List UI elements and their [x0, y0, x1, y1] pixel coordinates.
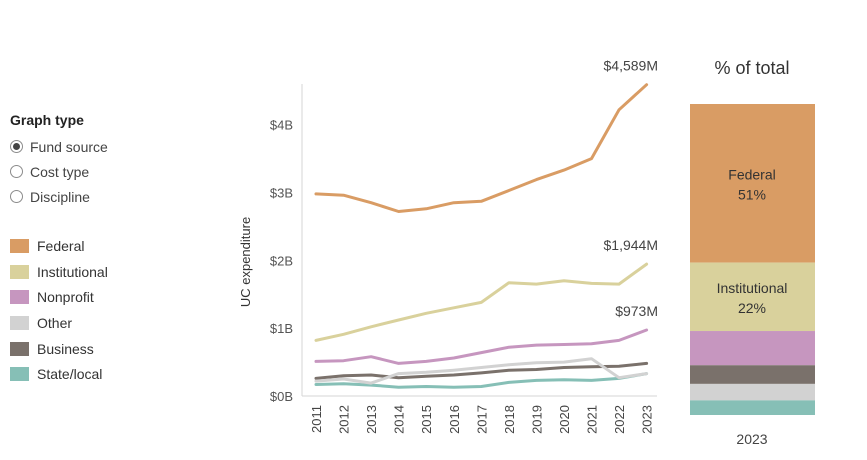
title-fragment: ': [375, 36, 378, 40]
bar-segment-institutional: [690, 262, 815, 332]
x-tick-label: 2022: [612, 405, 627, 434]
graph-type-title: Graph type: [10, 112, 84, 128]
x-tick-label: 2017: [474, 405, 489, 434]
radio-fund-source[interactable]: Fund source: [10, 134, 180, 159]
series-line-institutional: [314, 262, 649, 342]
legend-label: Institutional: [37, 263, 108, 280]
x-tick-label: 2023: [640, 405, 655, 434]
legend-item-other: Other: [10, 310, 180, 336]
legend: Federal Institutional Nonprofit Other Bu…: [10, 233, 180, 387]
legend-label: State/local: [37, 366, 103, 383]
legend-swatch: [10, 341, 29, 356]
legend-item-state-local: State/local: [10, 361, 180, 387]
radio-empty-icon[interactable]: [10, 165, 23, 178]
title-fragment: ': [240, 36, 243, 40]
legend-item-federal: Federal: [10, 233, 180, 259]
radio-cost-type[interactable]: Cost type: [10, 159, 180, 184]
end-value-label: $973M: [615, 303, 658, 319]
bar-segment-state-local: [690, 400, 815, 415]
bar-segment-business: [690, 365, 815, 384]
bar-chart-title: % of total: [714, 58, 789, 78]
radio-selected-icon[interactable]: [10, 140, 23, 153]
x-tick-label: 2015: [419, 405, 434, 434]
y-tick-label: $2B: [270, 253, 293, 268]
segment-percent-label: 51%: [738, 186, 766, 202]
legend-label: Other: [37, 314, 73, 331]
x-tick-label: 2014: [392, 405, 407, 434]
x-tick-label: 2019: [529, 405, 544, 434]
graph-controls: Graph type Fund source Cost type Discipl…: [10, 112, 180, 387]
legend-item-institutional: Institutional: [10, 259, 180, 285]
series-line-federal: [314, 83, 649, 213]
segment-label: Institutional: [717, 280, 788, 296]
x-tick-label: 2013: [364, 405, 379, 434]
radio-empty-icon[interactable]: [10, 190, 23, 203]
end-value-label: $1,944M: [604, 237, 658, 253]
y-tick-label: $1B: [270, 321, 293, 336]
bar-segment-federal: [690, 104, 815, 263]
legend-label: Federal: [37, 237, 85, 254]
bar-segment-other: [690, 383, 815, 401]
radio-label: Cost type: [30, 163, 90, 180]
x-tick-label: 2011: [309, 405, 324, 433]
legend-item-nonprofit: Nonprofit: [10, 284, 180, 310]
legend-label: Nonprofit: [37, 289, 94, 306]
legend-swatch: [10, 290, 29, 305]
radio-label: Fund source: [30, 138, 108, 155]
x-tick-label: 2018: [502, 405, 517, 434]
legend-label: Business: [37, 340, 94, 357]
bar-category-label: 2023: [736, 431, 767, 447]
segment-label: Federal: [728, 166, 775, 182]
y-axis-title: UC expenditure: [238, 217, 253, 307]
x-tick-label: 2020: [557, 405, 572, 434]
series-line-business: [314, 361, 649, 380]
y-tick-label: $4B: [270, 118, 293, 133]
radio-label: Discipline: [30, 188, 90, 205]
end-value-label: $4,589M: [604, 58, 658, 74]
series-line-nonprofit: [314, 328, 649, 365]
x-tick-label: 2016: [447, 405, 462, 434]
legend-swatch: [10, 264, 29, 279]
legend-swatch: [10, 367, 29, 382]
segment-percent-label: 22%: [738, 300, 766, 316]
bar-segment-nonprofit: [690, 331, 815, 366]
x-tick-label: 2012: [337, 405, 352, 434]
radio-discipline[interactable]: Discipline: [10, 184, 180, 209]
legend-swatch: [10, 238, 29, 253]
page-title-cropped: ' ': [240, 36, 385, 40]
x-tick-label: 2021: [585, 405, 600, 434]
y-tick-label: $0B: [270, 389, 293, 404]
legend-item-business: Business: [10, 336, 180, 362]
y-tick-label: $3B: [270, 186, 293, 201]
legend-swatch: [10, 315, 29, 330]
